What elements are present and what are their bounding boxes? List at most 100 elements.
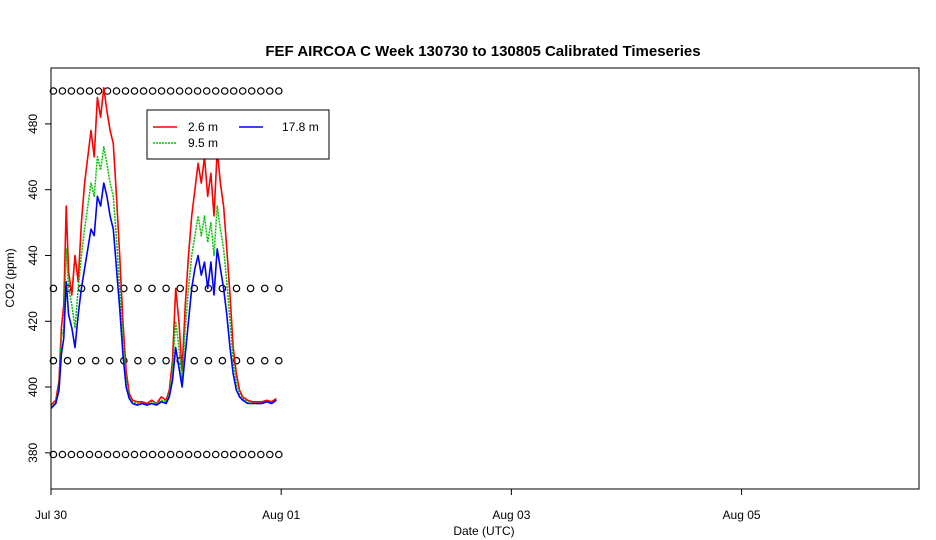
calibration-marker (184, 450, 193, 459)
x-tick-label: Aug 03 (492, 508, 530, 522)
calibration-marker (220, 87, 229, 95)
calibration-marker (105, 284, 114, 293)
calibration-marker (76, 87, 85, 95)
calibration-marker (193, 450, 202, 459)
calibration-marker (176, 284, 185, 293)
calibration-marker (148, 284, 156, 293)
calibration-marker (274, 87, 283, 95)
calibration-marker (139, 87, 148, 95)
y-tick-label: 480 (26, 114, 40, 134)
calibration-marker (85, 450, 94, 459)
calibration-marker (112, 87, 121, 95)
calibration-marker (229, 450, 238, 459)
y-axis-label: CO2 (ppm) (3, 248, 17, 307)
y-tick-label: 460 (26, 179, 40, 199)
calibration-marker (121, 87, 130, 95)
calibration-marker (112, 450, 121, 459)
calibration-marker (211, 87, 220, 95)
calibration-marker (184, 87, 193, 95)
calibration-marker (94, 450, 103, 459)
calibration-marker (256, 87, 265, 95)
y-tick-label: 440 (26, 245, 40, 265)
calibration-marker (105, 356, 114, 365)
calibration-marker (166, 87, 175, 95)
calibration-marker (49, 284, 58, 293)
calibration-marker (157, 87, 166, 95)
calibration-marker (166, 450, 175, 459)
calibration-marker (247, 450, 256, 459)
calibration-marker (246, 284, 255, 293)
calibration-marker (232, 284, 241, 293)
calibration-marker (49, 87, 58, 95)
calibration-marker (162, 356, 170, 365)
calibration-marker (139, 450, 148, 459)
calibration-marker (274, 284, 283, 293)
y-tick-label: 400 (26, 377, 40, 397)
calibration-marker (91, 284, 100, 293)
calibration-marker (77, 356, 86, 365)
legend-label: 2.6 m (188, 120, 218, 134)
calibration-marker (121, 450, 130, 459)
series-line-17-8-m (50, 182, 277, 409)
calibration-marker (103, 450, 112, 459)
calibration-marker (91, 356, 100, 365)
calibration-marker (193, 87, 202, 95)
x-axis-label: Date (UTC) (453, 524, 514, 538)
calibration-marker (202, 87, 211, 95)
calibration-marker (94, 87, 103, 95)
legend-box (146, 109, 330, 160)
calibration-marker (49, 356, 58, 365)
calibration-marker (175, 450, 184, 459)
calibration-marker (85, 87, 94, 95)
calibration-marker (157, 450, 166, 459)
calibration-marker (58, 87, 67, 95)
calibration-marker (130, 87, 139, 95)
calibration-marker (260, 356, 269, 365)
calibration-marker (148, 450, 157, 459)
calibration-marker (175, 87, 184, 95)
calibration-marker (256, 450, 265, 459)
calibration-marker (247, 87, 256, 95)
series-line-2-6-m (50, 86, 277, 406)
calibration-marker (232, 356, 241, 365)
calibration-marker (274, 356, 283, 365)
legend-label: 9.5 m (188, 136, 218, 150)
calibration-marker (238, 87, 247, 95)
x-tick-label: Aug 01 (262, 508, 300, 522)
plot-frame (50, 67, 920, 490)
y-axis: 380 400 420 440 460 480 (26, 114, 52, 463)
calibration-marker (134, 356, 142, 365)
calibration-marker (218, 356, 227, 365)
y-tick-label: 420 (26, 311, 40, 331)
calibration-marker (76, 450, 85, 459)
calibration-marker (202, 450, 211, 459)
x-axis: Jul 30 Aug 01 Aug 03 Aug 05 (35, 488, 761, 522)
calibration-marker (265, 87, 274, 95)
calibration-marker (238, 450, 247, 459)
calibration-marker (67, 450, 76, 459)
calibration-marker (148, 87, 157, 95)
calibration-marker (265, 450, 274, 459)
calibration-marker (211, 450, 220, 459)
chart-title: FEF AIRCOA C Week 130730 to 130805 Calib… (265, 43, 700, 60)
series-lines (50, 86, 277, 409)
calibration-marker (134, 284, 142, 293)
calibration-marker (220, 450, 229, 459)
x-tick-label: Jul 30 (35, 508, 67, 522)
legend: 2.6 m 9.5 m 17.8 m (146, 109, 330, 160)
calibration-marker (260, 284, 269, 293)
calibration-marker (67, 87, 76, 95)
x-tick-label: Aug 05 (723, 508, 761, 522)
calibration-marker (274, 450, 283, 459)
calibration-marker (246, 356, 255, 365)
calibration-marker (148, 356, 156, 365)
calibration-marker (204, 356, 213, 365)
legend-label: 17.8 m (282, 120, 319, 134)
calibration-marker (229, 87, 238, 95)
calibration-marker (63, 356, 72, 365)
calibration-marker (130, 450, 139, 459)
calibration-marker (49, 450, 58, 459)
y-tick-label: 380 (26, 442, 40, 462)
calibration-marker (190, 356, 199, 365)
calibration-marker (58, 450, 67, 459)
